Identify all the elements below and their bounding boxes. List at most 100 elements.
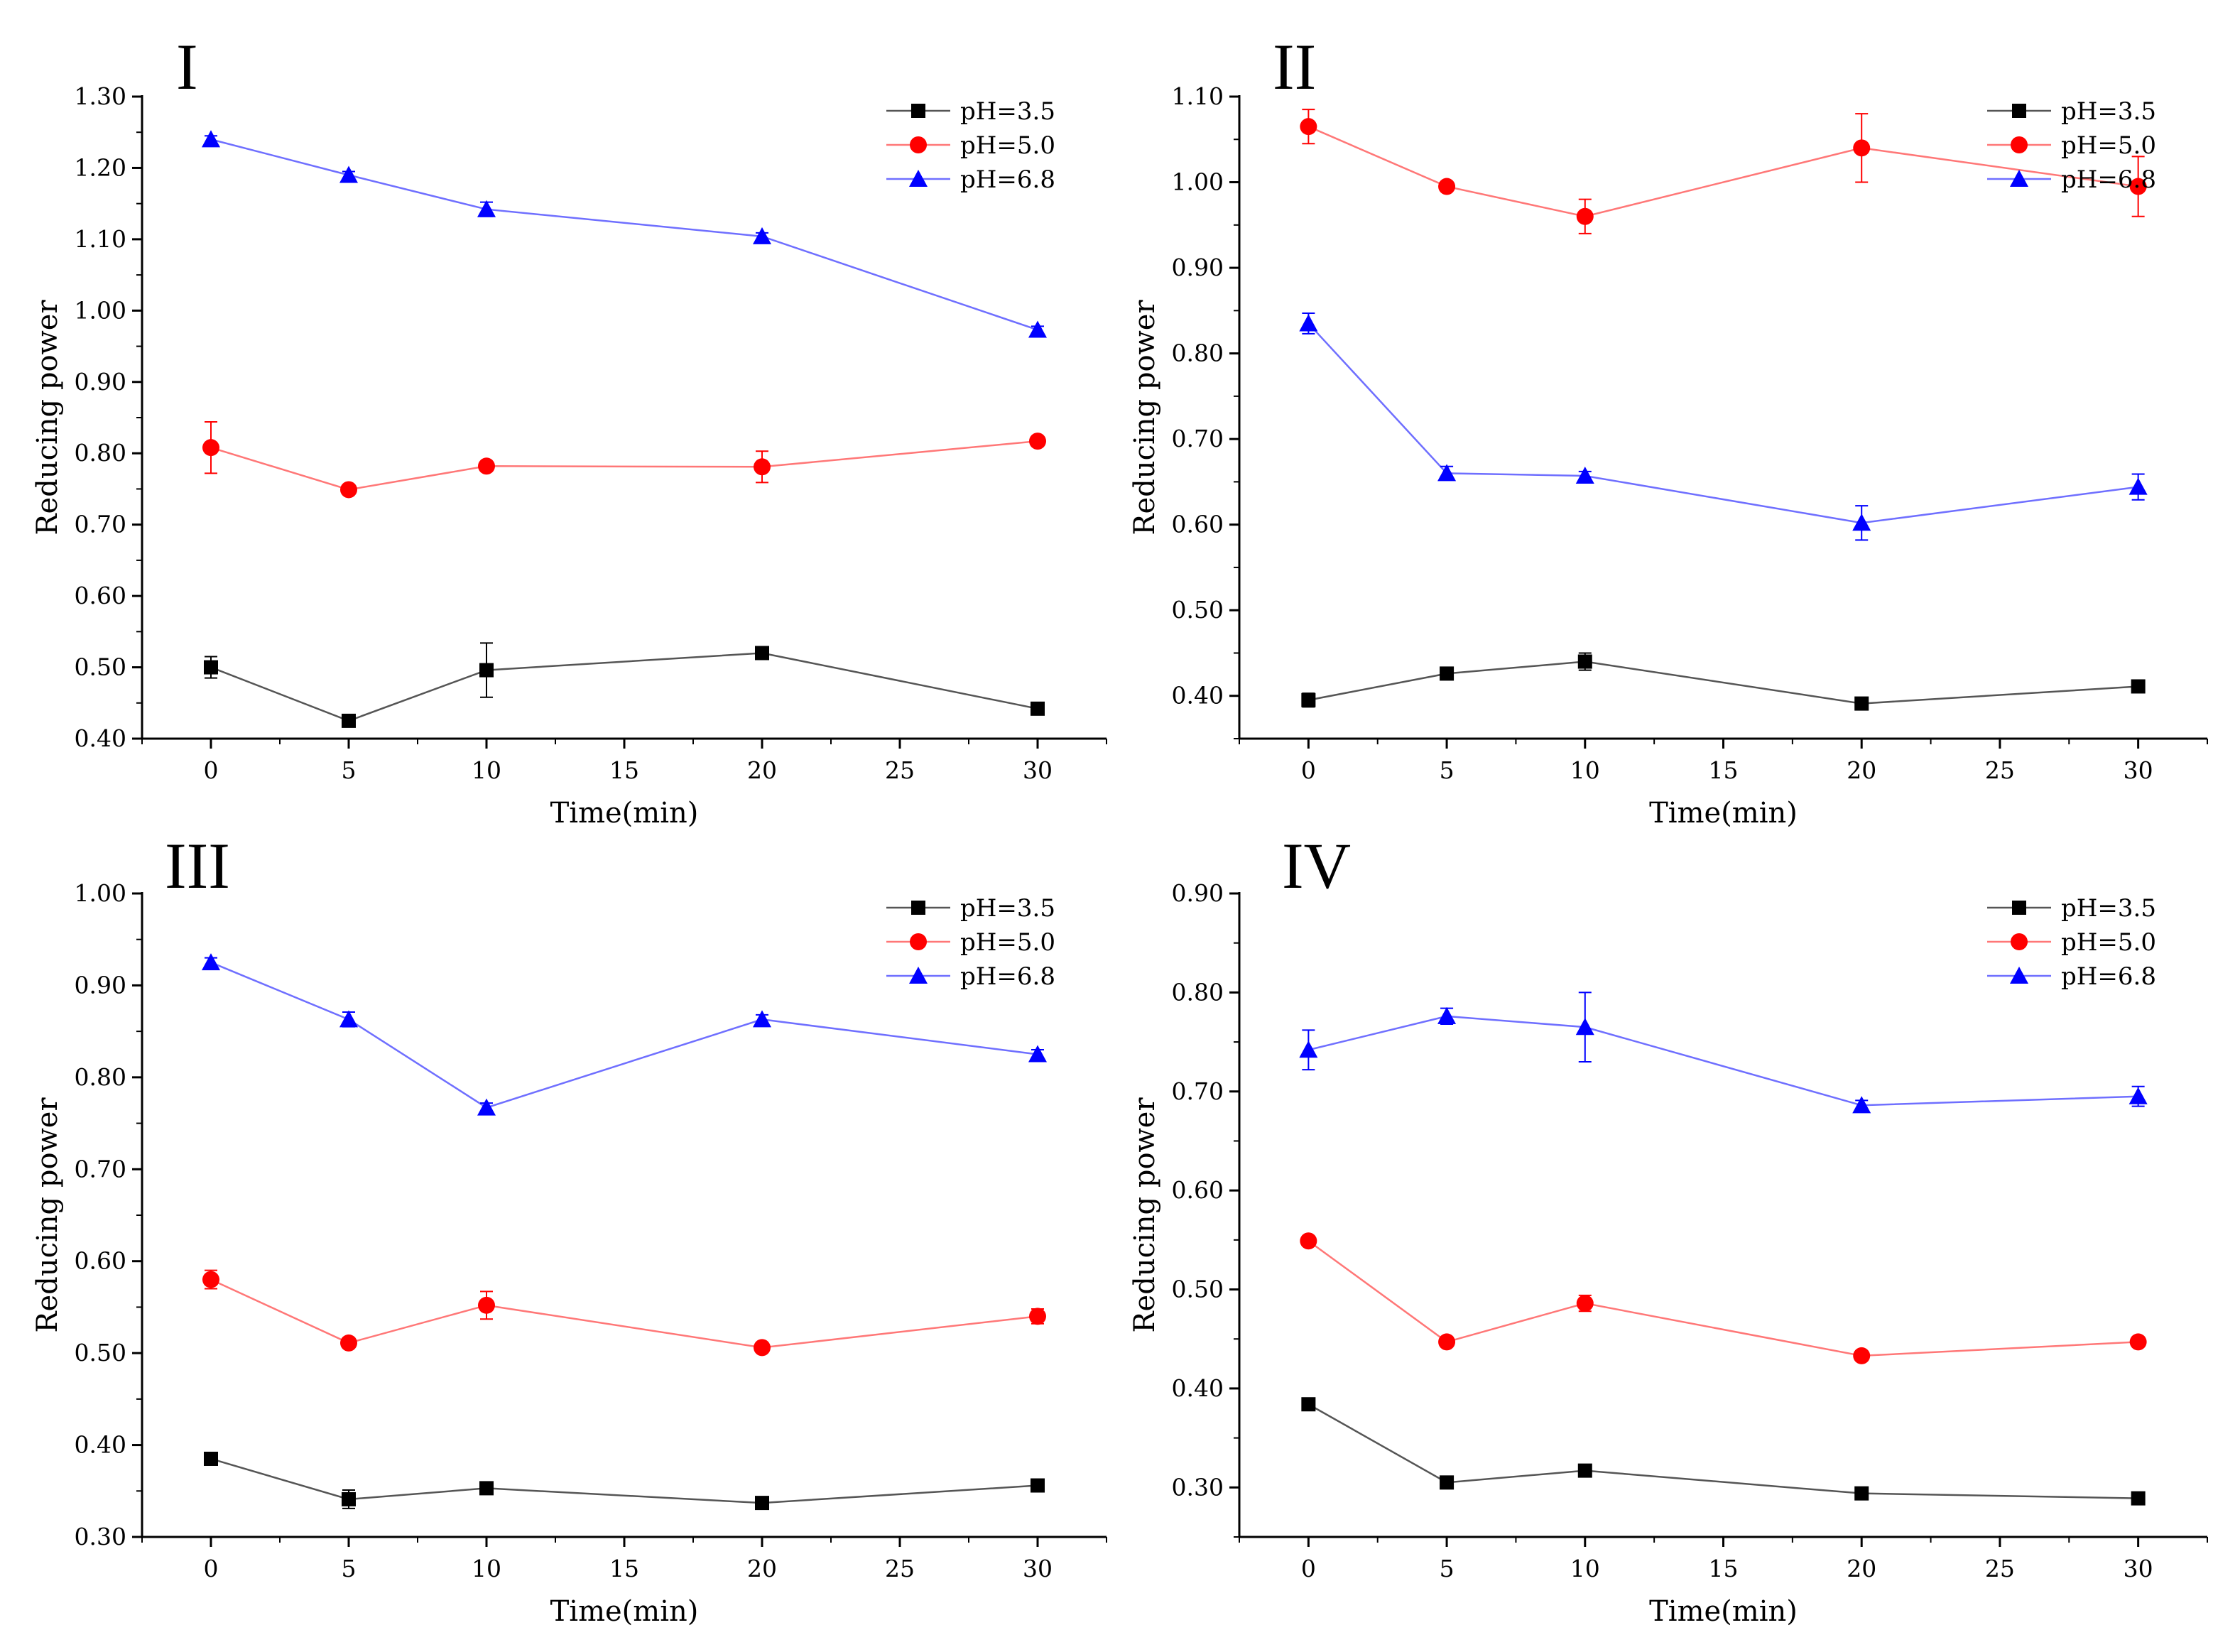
data-point xyxy=(1031,1478,1045,1493)
legend-label: pH=3.5 xyxy=(960,894,1055,923)
legend-label: pH=6.8 xyxy=(2061,962,2156,991)
data-point xyxy=(1576,1295,1594,1313)
x-tick-label: 20 xyxy=(1847,756,1876,784)
data-point xyxy=(342,713,356,728)
data-point xyxy=(1437,1006,1457,1024)
panel-I: 0.40 0.50 0.60 0.70 0.80 0.90 1.00 1.10 1.20 1.30… xyxy=(31,31,1107,830)
series-pH=3.5: pH=3.5 xyxy=(1301,894,2156,1506)
data-point xyxy=(1028,1045,1047,1063)
data-point xyxy=(1029,433,1046,450)
x-tick-label: 20 xyxy=(1847,1555,1876,1582)
x-tick-label: 0 xyxy=(1301,756,1316,784)
data-point xyxy=(754,458,771,476)
y-tick-label: 0.60 xyxy=(1172,511,1224,538)
series-pH=6.8: pH=6.8 xyxy=(202,130,1055,338)
series-line xyxy=(1307,1403,2138,1499)
data-point xyxy=(1301,692,1316,707)
x-tick-label: 25 xyxy=(885,1555,915,1582)
series-pH=5.0: pH=5.0 xyxy=(202,928,1055,1357)
data-point xyxy=(1301,1397,1316,1412)
y-tick-label: 1.00 xyxy=(75,879,126,907)
y-axis-title: Reducing power xyxy=(31,1097,64,1333)
legend-marker xyxy=(2011,933,2028,950)
y-tick-label: 0.60 xyxy=(1172,1176,1224,1204)
data-point xyxy=(479,663,494,678)
data-point xyxy=(339,165,358,183)
y-tick-label: 0.50 xyxy=(75,1339,126,1366)
legend-label: pH=6.8 xyxy=(960,962,1055,991)
y-axis-title: Reducing power xyxy=(1129,300,1161,536)
legend-marker xyxy=(2010,967,2028,984)
x-tick-label: 0 xyxy=(1301,1555,1316,1582)
series-pH=5.0: pH=5.0 xyxy=(1300,109,2156,234)
data-point xyxy=(1440,666,1455,681)
data-point xyxy=(339,1010,358,1028)
y-tick-label: 0.40 xyxy=(1172,1374,1224,1402)
series-line xyxy=(210,652,1038,722)
series-line xyxy=(210,440,1038,491)
legend-marker xyxy=(911,901,925,915)
series-pH=3.5: pH=3.5 xyxy=(204,894,1055,1511)
x-tick-label: 25 xyxy=(1985,1555,2015,1582)
panel-III: 0.30 0.40 0.50 0.60 0.70 0.80 0.90 1.00 0 5 10 15 20… xyxy=(31,830,1107,1628)
x-tick-label: 15 xyxy=(1709,756,1739,784)
y-tick-label: 0.90 xyxy=(75,971,126,999)
data-point xyxy=(1854,1486,1869,1501)
data-point xyxy=(202,953,220,971)
y-tick-label: 0.80 xyxy=(75,1063,126,1091)
x-tick-label: 15 xyxy=(1709,1555,1739,1582)
y-axis-title: Reducing power xyxy=(31,300,64,536)
series-line xyxy=(210,138,1038,331)
panel-II: 0.40 0.50 0.60 0.70 0.80 0.90 1.00 1.10 0 5 10 15 20… xyxy=(1129,31,2208,830)
panel-label: III xyxy=(165,830,230,902)
legend-marker xyxy=(2012,104,2026,118)
series-line xyxy=(1308,1015,2138,1107)
data-point xyxy=(204,1451,218,1466)
data-point xyxy=(477,1098,496,1116)
legend-label: pH=5.0 xyxy=(960,928,1055,957)
data-point xyxy=(755,646,769,661)
y-tick-label: 1.20 xyxy=(75,153,126,181)
data-point xyxy=(1575,466,1594,484)
series-pH=5.0: pH=5.0 xyxy=(1300,928,2156,1364)
x-tick-label: 25 xyxy=(1985,756,2015,784)
x-tick-label: 15 xyxy=(609,756,639,784)
data-point xyxy=(1440,1475,1455,1490)
x-tick-label: 30 xyxy=(2124,1555,2153,1582)
y-tick-label: 1.10 xyxy=(75,225,126,253)
data-point xyxy=(1577,654,1592,669)
legend-marker xyxy=(2012,901,2026,915)
data-point xyxy=(1438,1333,1456,1351)
x-tick-label: 10 xyxy=(472,756,501,784)
data-point xyxy=(2128,477,2148,495)
data-point xyxy=(1853,1347,1871,1364)
x-axis-title: Time(min) xyxy=(1649,1595,1798,1628)
legend-marker xyxy=(909,170,928,188)
panel-label: IV xyxy=(1282,830,1351,902)
y-tick-label: 0.30 xyxy=(1172,1473,1224,1501)
series-pH=6.8: pH=6.8 xyxy=(202,953,1055,1116)
data-point xyxy=(755,1496,769,1511)
data-point xyxy=(479,1481,494,1496)
x-tick-label: 10 xyxy=(472,1555,501,1582)
series-line xyxy=(1308,661,2138,705)
panel-label: I xyxy=(176,31,198,103)
x-tick-label: 30 xyxy=(2124,756,2153,784)
x-tick-label: 30 xyxy=(1023,1555,1053,1582)
legend-label: pH=5.0 xyxy=(2061,131,2156,160)
series-pH=6.8: pH=6.8 xyxy=(1299,165,2156,541)
legend-label: pH=6.8 xyxy=(2061,165,2156,194)
y-tick-label: 0.70 xyxy=(75,1155,126,1183)
data-point xyxy=(753,227,771,244)
y-tick-label: 0.80 xyxy=(75,439,126,467)
x-tick-label: 5 xyxy=(342,1555,357,1582)
y-tick-label: 0.70 xyxy=(1172,425,1224,452)
panel-label: II xyxy=(1273,31,1316,103)
data-point xyxy=(204,660,218,675)
data-point xyxy=(1577,1463,1592,1478)
y-tick-label: 0.40 xyxy=(75,724,126,752)
data-point xyxy=(1852,1096,1871,1114)
y-tick-label: 0.50 xyxy=(75,653,126,681)
legend-marker xyxy=(911,104,925,118)
y-tick-label: 0.90 xyxy=(1172,254,1224,281)
